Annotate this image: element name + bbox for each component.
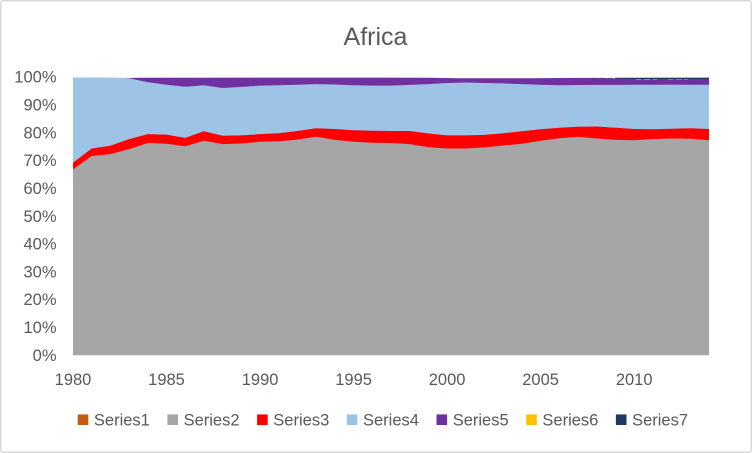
svg-text:Series1: Series1 — [94, 411, 150, 429]
svg-text:Series2: Series2 — [184, 411, 240, 429]
svg-text:30%: 30% — [23, 263, 56, 281]
svg-text:2010: 2010 — [616, 371, 653, 389]
svg-text:90%: 90% — [23, 96, 56, 114]
svg-text:60%: 60% — [23, 180, 56, 198]
svg-text:80%: 80% — [23, 124, 56, 142]
svg-text:Series3: Series3 — [273, 411, 329, 429]
svg-text:1990: 1990 — [242, 371, 279, 389]
svg-text:0%: 0% — [33, 347, 57, 365]
svg-text:Series6: Series6 — [542, 411, 598, 429]
svg-text:70%: 70% — [23, 152, 56, 170]
svg-text:Series7: Series7 — [632, 411, 688, 429]
svg-text:20%: 20% — [23, 291, 56, 309]
svg-text:1980: 1980 — [55, 371, 92, 389]
svg-text:10%: 10% — [23, 319, 56, 337]
svg-text:40%: 40% — [23, 236, 56, 254]
svg-text:Series5: Series5 — [453, 411, 509, 429]
svg-text:2005: 2005 — [522, 371, 559, 389]
svg-text:2000: 2000 — [429, 371, 466, 389]
svg-text:Africa: Africa — [344, 23, 408, 51]
svg-text:1985: 1985 — [148, 371, 185, 389]
svg-text:1995: 1995 — [335, 371, 372, 389]
svg-text:50%: 50% — [23, 208, 56, 226]
svg-text:100%: 100% — [14, 69, 57, 87]
svg-text:Series4: Series4 — [363, 411, 419, 429]
